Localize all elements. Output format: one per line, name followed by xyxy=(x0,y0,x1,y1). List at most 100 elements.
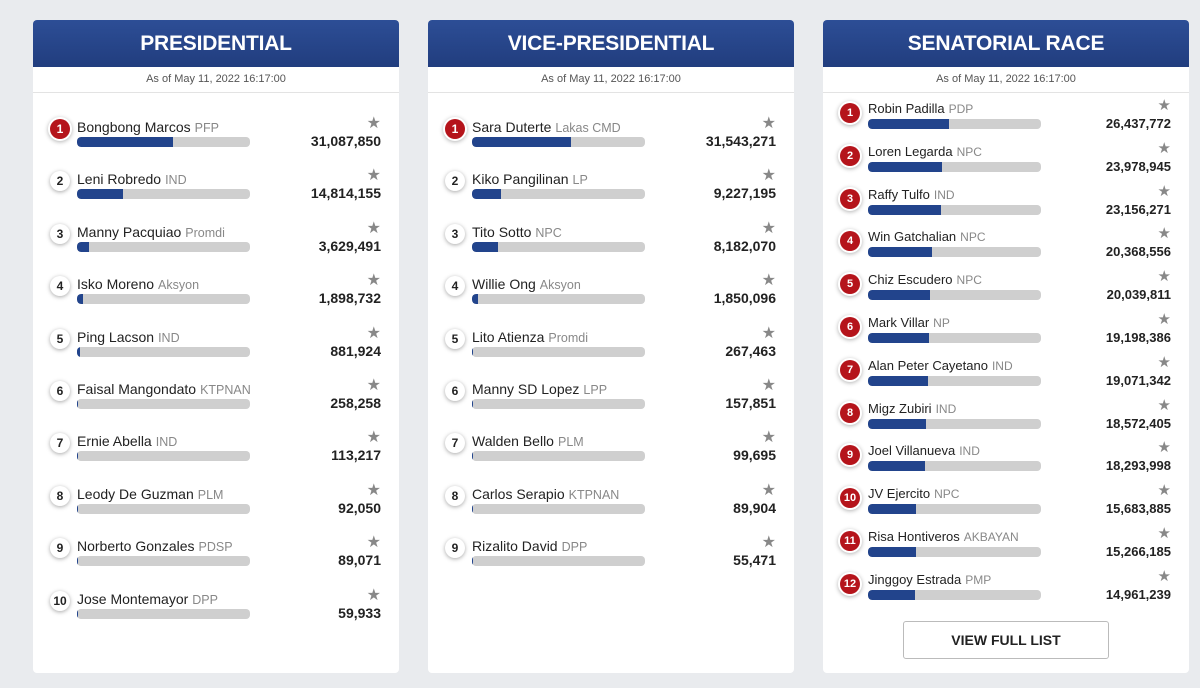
star-icon[interactable]: ★ xyxy=(1157,139,1171,157)
candidate-name: Risa Hontiveros xyxy=(868,529,960,544)
star-icon[interactable]: ★ xyxy=(1157,482,1171,500)
vote-share-fill xyxy=(472,503,474,514)
candidate-party: PDSP xyxy=(198,540,233,555)
star-icon[interactable]: ★ xyxy=(366,586,381,604)
star-icon[interactable]: ★ xyxy=(366,377,381,394)
vote-share-bar xyxy=(472,137,645,147)
candidate-name-line: Jinggoy Estrada PMP xyxy=(868,572,991,587)
star-icon[interactable]: ★ xyxy=(1157,268,1171,286)
candidate-name: Manny Pacquiao xyxy=(77,223,182,240)
vote-count: 55,471 xyxy=(733,552,776,569)
star-icon[interactable]: ★ xyxy=(1157,225,1171,243)
vote-share-fill xyxy=(868,375,928,386)
candidate-name: Leni Robredo xyxy=(77,171,162,188)
star-icon[interactable]: ★ xyxy=(761,481,776,499)
rank-badge: 8 xyxy=(445,485,465,506)
star-icon[interactable]: ★ xyxy=(366,429,381,447)
vote-share-bar xyxy=(77,451,250,462)
candidate-name-line: JV Ejercito NPC xyxy=(868,486,959,501)
star-icon[interactable]: ★ xyxy=(1157,97,1171,114)
vote-share-fill xyxy=(868,119,950,129)
star-icon[interactable]: ★ xyxy=(366,534,381,552)
vote-count: 89,904 xyxy=(733,499,776,516)
rank-badge: 7 xyxy=(840,359,860,380)
candidate-name: Tito Sotto xyxy=(472,223,532,240)
candidate-party: LP xyxy=(572,173,588,188)
candidate-name: Mark Villar xyxy=(868,315,930,330)
candidate-name: Rizalito David xyxy=(472,538,558,555)
star-icon[interactable]: ★ xyxy=(761,377,776,394)
vote-count: 19,071,342 xyxy=(1105,372,1171,388)
vote-count: 15,683,885 xyxy=(1105,501,1171,517)
candidate-name: Joel Villanueva xyxy=(868,443,956,459)
view-full-list-button[interactable]: VIEW FULL LIST xyxy=(903,621,1109,659)
candidate-party: IND xyxy=(155,435,178,450)
star-icon[interactable]: ★ xyxy=(1157,353,1171,371)
star-icon[interactable]: ★ xyxy=(761,534,776,552)
candidate-name-line: Ernie Abella IND xyxy=(77,433,177,449)
candidate-name-line: Leody De Guzman PLM xyxy=(77,486,223,502)
vote-share-fill xyxy=(77,189,123,200)
star-icon[interactable]: ★ xyxy=(366,115,381,132)
vote-count: 99,695 xyxy=(733,447,776,464)
candidate-name: Walden Bello xyxy=(472,433,554,450)
rank-badge: 3 xyxy=(840,188,860,209)
star-icon[interactable]: ★ xyxy=(1157,182,1171,200)
candidate-party: IND xyxy=(158,330,180,345)
vote-share-bar xyxy=(868,504,1041,515)
presidential-panel: PRESIDENTIAL As of May 11, 2022 16:17:00… xyxy=(33,20,399,673)
star-icon[interactable]: ★ xyxy=(761,167,776,185)
candidate-name: Isko Moreno xyxy=(77,276,155,293)
candidate-party: DPP xyxy=(561,540,588,555)
candidate-name: Loren Legarda xyxy=(868,143,953,159)
vote-count: 258,258 xyxy=(330,395,381,411)
vote-share-fill xyxy=(472,241,498,252)
candidate-party: DPP xyxy=(192,592,218,607)
candidate-name-line: Robin Padilla PDP xyxy=(868,101,973,116)
star-icon[interactable]: ★ xyxy=(1157,567,1171,585)
candidate-party: NPC xyxy=(934,487,960,502)
candidate-party: PMP xyxy=(965,572,992,587)
vote-share-fill xyxy=(868,290,931,301)
star-icon[interactable]: ★ xyxy=(761,272,776,290)
star-icon[interactable]: ★ xyxy=(1157,525,1171,542)
star-icon[interactable]: ★ xyxy=(761,324,776,342)
star-icon[interactable]: ★ xyxy=(366,272,381,290)
candidate-party: Lakas CMD xyxy=(555,121,621,135)
star-icon[interactable]: ★ xyxy=(1157,439,1171,457)
rank-badge: 2 xyxy=(445,171,465,192)
candidate-party: KTPNAN xyxy=(568,487,620,502)
vote-share-bar xyxy=(77,346,250,357)
star-icon[interactable]: ★ xyxy=(761,429,776,447)
star-icon[interactable]: ★ xyxy=(366,324,381,342)
rank-badge: 4 xyxy=(445,276,465,297)
vote-share-bar xyxy=(77,137,250,147)
star-icon[interactable]: ★ xyxy=(366,167,381,185)
candidate-name: JV Ejercito xyxy=(868,486,931,502)
candidate-party: Aksyon xyxy=(539,278,581,293)
star-icon[interactable]: ★ xyxy=(366,481,381,499)
vote-share-fill xyxy=(868,247,932,258)
vote-share-fill xyxy=(868,161,943,172)
star-icon[interactable]: ★ xyxy=(761,219,776,237)
star-icon[interactable]: ★ xyxy=(366,219,381,237)
panel-title: PRESIDENTIAL xyxy=(33,20,399,67)
candidate-name-line: Loren Legarda NPC xyxy=(868,144,982,159)
star-icon[interactable]: ★ xyxy=(761,115,776,132)
star-icon[interactable]: ★ xyxy=(1157,311,1171,328)
vote-count: 92,050 xyxy=(338,499,381,516)
candidate-name-line: Jose Montemayor DPP xyxy=(77,591,218,607)
candidate-name-line: Norberto Gonzales PDSP xyxy=(77,538,233,554)
candidate-party: PLM xyxy=(557,435,584,450)
vote-count: 31,087,850 xyxy=(310,133,381,149)
candidate-name-line: Faisal Mangondato KTPNAN xyxy=(77,381,251,397)
candidate-party: IND xyxy=(935,401,957,416)
vote-count: 15,266,185 xyxy=(1105,544,1171,559)
candidate-name: Win Gatchalian xyxy=(868,229,957,245)
candidate-party: IND xyxy=(165,173,187,188)
star-icon[interactable]: ★ xyxy=(1157,396,1171,414)
vote-share-fill xyxy=(77,294,84,305)
candidate-name-line: Raffy Tulfo IND xyxy=(868,187,955,202)
candidate-name: Carlos Serapio xyxy=(472,485,565,502)
vote-share-fill xyxy=(868,204,941,215)
